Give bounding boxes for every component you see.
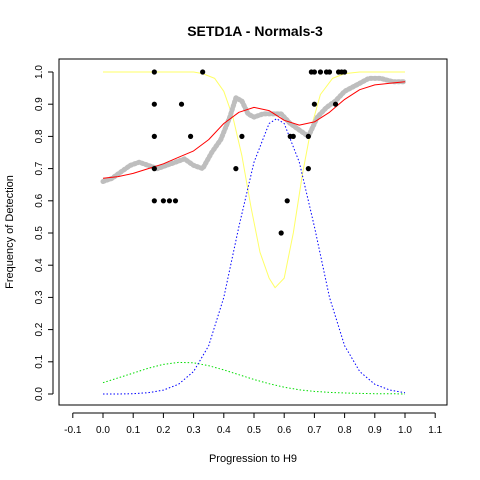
data-point bbox=[290, 133, 296, 139]
data-point bbox=[151, 101, 157, 107]
data-point bbox=[151, 166, 157, 172]
data-point bbox=[172, 198, 179, 204]
plot-frame bbox=[58, 58, 448, 406]
points-layer bbox=[151, 69, 348, 236]
data-point bbox=[326, 69, 333, 75]
x-tick-label: 0.4 bbox=[217, 425, 231, 436]
x-tick-label: -0.1 bbox=[64, 425, 82, 436]
data-point bbox=[166, 198, 173, 204]
data-point bbox=[233, 166, 239, 172]
y-tick-label: 0.4 bbox=[34, 258, 45, 272]
y-tick-label: 0.7 bbox=[34, 161, 45, 175]
y-tick-label: 0.3 bbox=[34, 290, 45, 304]
data-point bbox=[151, 69, 157, 75]
y-tick-label: 0.5 bbox=[34, 226, 45, 240]
x-tick-label: 0.0 bbox=[96, 425, 110, 436]
y-tick-label: 0.8 bbox=[34, 129, 45, 143]
x-tick-label: 0.5 bbox=[247, 425, 261, 436]
y-tick-label: 0.0 bbox=[34, 387, 45, 401]
y-axis: 0.0 0.1 0.2 0.3 0.4 0.5 0.6 0.7 0.8 0.9 1.0 bbox=[34, 65, 54, 401]
x-tick-label: 0.3 bbox=[187, 425, 201, 436]
curves-layer bbox=[100, 71, 408, 395]
data-point bbox=[151, 198, 157, 204]
chart-title: SETD1A - Normals-3 bbox=[187, 23, 323, 39]
density-late-line bbox=[103, 118, 406, 395]
x-tick-label: 0.7 bbox=[307, 425, 321, 436]
x-tick-label: 0.2 bbox=[156, 425, 170, 436]
data-point bbox=[187, 133, 194, 139]
x-tick-label: 0.1 bbox=[126, 425, 140, 436]
data-point bbox=[278, 230, 284, 236]
data-point bbox=[200, 69, 206, 75]
data-point bbox=[311, 101, 317, 107]
y-tick-label: 0.2 bbox=[34, 322, 45, 336]
x-axis-label: Progression to H9 bbox=[209, 453, 297, 465]
x-axis: -0.1 0.0 0.1 0.2 0.3 0.4 0.5 0.6 0.7 0.8 0.9 1.0 1.1 bbox=[64, 412, 443, 436]
x-tick-label: 1.0 bbox=[398, 425, 412, 436]
data-point bbox=[284, 198, 290, 204]
envelope-line bbox=[103, 71, 405, 289]
data-point bbox=[342, 69, 348, 75]
data-point bbox=[305, 166, 311, 172]
y-tick-label: 0.9 bbox=[34, 97, 45, 111]
y-tick-label: 0.6 bbox=[34, 193, 45, 207]
data-point bbox=[239, 133, 245, 139]
x-tick-label: 0.6 bbox=[277, 425, 291, 436]
data-point bbox=[151, 133, 157, 139]
y-axis-label: Frequency of Detection bbox=[4, 175, 16, 289]
data-point bbox=[332, 101, 339, 107]
data-point bbox=[178, 101, 185, 107]
y-tick-label: 1.0 bbox=[34, 65, 45, 79]
data-point bbox=[160, 198, 166, 204]
x-tick-label: 0.9 bbox=[368, 425, 382, 436]
data-point bbox=[311, 69, 317, 75]
data-point bbox=[317, 69, 324, 75]
x-tick-label: 1.1 bbox=[428, 425, 442, 436]
data-point bbox=[305, 133, 311, 139]
x-tick-label: 0.8 bbox=[338, 425, 352, 436]
density-early-line bbox=[102, 361, 406, 395]
y-tick-label: 0.1 bbox=[34, 354, 45, 368]
running-average-line bbox=[100, 75, 408, 184]
